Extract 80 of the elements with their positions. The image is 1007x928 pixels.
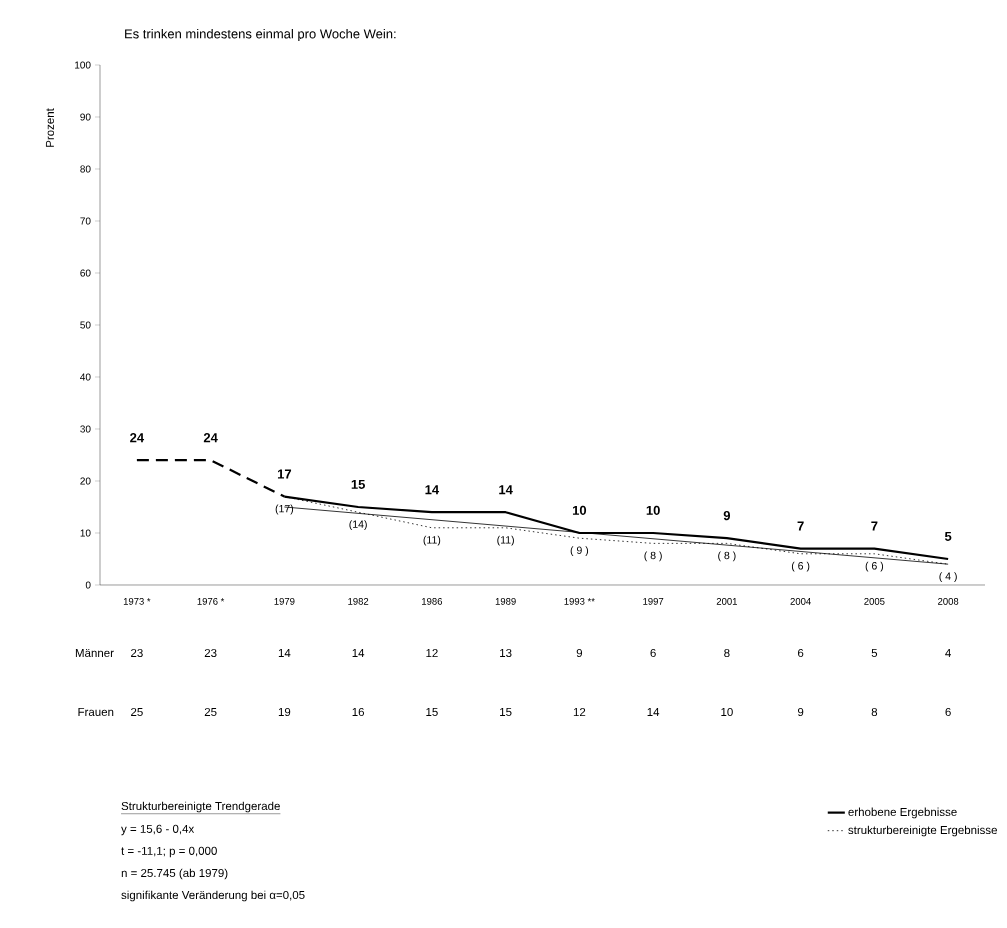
x-tick-label: 1989 (495, 598, 516, 605)
data-label: ( 6 ) (791, 561, 810, 572)
y-axis-title: Prozent (45, 108, 54, 147)
y-tick-label: 50 (80, 321, 91, 329)
text: Frauen (78, 707, 114, 716)
text: 12 (573, 707, 586, 716)
y-tick-label: 70 (80, 217, 91, 225)
data-label: 24 (203, 433, 218, 443)
data-label: (11) (423, 535, 441, 546)
text: 23 (131, 648, 143, 658)
text: 14 (278, 649, 291, 657)
data-label: 7 (871, 521, 878, 531)
text: 10 (721, 707, 733, 717)
text: 19 (278, 707, 291, 717)
y-tick-label: 10 (80, 529, 91, 537)
text: 6 (945, 707, 951, 717)
text: 25 (131, 707, 143, 717)
legend-label: strukturbereinigte Ergebnisse (848, 825, 997, 837)
data-label: 10 (572, 505, 587, 515)
text: 12 (426, 648, 438, 657)
data-label: ( 8 ) (718, 551, 736, 562)
y-tick-label: 30 (80, 425, 91, 433)
data-label: 24 (130, 433, 145, 443)
data-label: 14 (499, 485, 513, 495)
text: y = 15,6 - 0,4x (121, 824, 195, 836)
x-tick-label: 1982 (348, 598, 369, 605)
text: 5 (871, 648, 878, 657)
text: 8 (724, 648, 730, 658)
data-label: 15 (351, 479, 365, 489)
x-tick-label: 1973 * (123, 598, 151, 605)
text: 4 (945, 649, 951, 657)
text: 8 (871, 707, 878, 717)
text: 9 (797, 707, 804, 717)
text: t = -11,1; p = 0,000 (121, 846, 217, 858)
x-tick-label: 1979 (274, 598, 295, 605)
chart-title: Es trinken mindestens einmal pro Woche Wein: (125, 28, 396, 42)
x-tick-label: 1986 (422, 598, 443, 605)
y-tick-label: 20 (80, 477, 91, 485)
y-tick-label: 100 (75, 61, 91, 69)
y-tick-label: 90 (80, 113, 91, 121)
data-label: 10 (646, 505, 660, 515)
data-label: (14) (349, 520, 367, 531)
data-label: 9 (723, 510, 731, 521)
data-label: ( 8 ) (644, 551, 662, 562)
data-label: 14 (425, 485, 440, 495)
text: 15 (426, 707, 438, 716)
data-label: ( 4 ) (939, 572, 957, 583)
x-tick-label: 2005 (864, 598, 885, 605)
text: 13 (500, 648, 512, 658)
x-tick-label: 2004 (790, 598, 811, 605)
text: n = 25.745 (ab 1979) (121, 868, 228, 880)
data-label: ( 9 ) (570, 546, 589, 557)
data-label: ( 6 ) (865, 561, 884, 572)
y-tick-label: 0 (85, 581, 91, 589)
x-tick-label: 2001 (716, 598, 737, 605)
data-label: 7 (797, 521, 804, 531)
text: signifikante Veränderung bei α=0,05 (121, 890, 305, 902)
text: Strukturbereinigte Trendgerade (121, 801, 280, 813)
y-tick-label: 60 (80, 269, 91, 277)
text: 25 (204, 707, 217, 717)
data-label: 17 (277, 469, 292, 479)
data-label: (17) (275, 504, 294, 515)
text: 14 (647, 708, 660, 716)
data-label: (11) (497, 535, 514, 546)
y-tick-label: 40 (80, 373, 91, 381)
text: 6 (798, 648, 804, 658)
x-tick-label: 1997 (643, 598, 664, 605)
x-tick-label: 2008 (938, 598, 959, 605)
text: 14 (352, 649, 365, 657)
y-tick-label: 80 (80, 165, 91, 173)
data-label: 5 (944, 531, 952, 541)
text: 9 (576, 648, 583, 658)
legend-label: erhobene Ergebnisse (848, 807, 957, 819)
text: 15 (500, 707, 512, 716)
x-tick-label: 1993 ** (564, 598, 595, 605)
text: Männer (75, 648, 114, 657)
text: 16 (352, 707, 365, 717)
x-tick-label: 1976 * (197, 598, 225, 605)
text: 6 (650, 648, 656, 658)
text: 23 (204, 648, 217, 658)
